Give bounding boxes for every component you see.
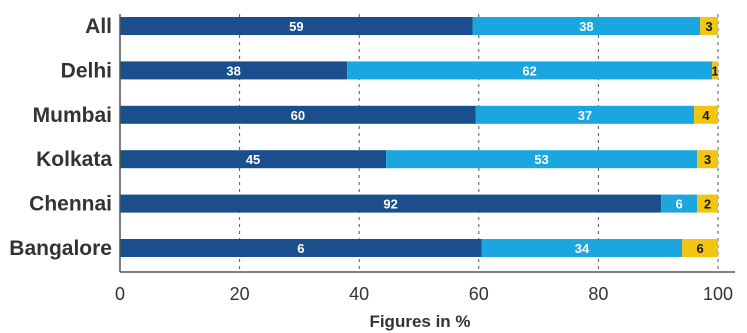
category-label: Mumbai bbox=[33, 104, 112, 127]
x-tick-labels: 0 20 40 60 80 100 bbox=[115, 284, 733, 304]
bar-segment bbox=[661, 194, 698, 213]
bar-segment bbox=[697, 194, 718, 213]
data-label: 3 bbox=[704, 152, 711, 167]
data-label: 1 bbox=[711, 63, 718, 78]
data-label: 6 bbox=[696, 241, 703, 256]
data-label: 6 bbox=[297, 241, 304, 256]
category-label: All bbox=[85, 15, 112, 38]
bar-segment bbox=[120, 239, 482, 257]
data-label: 92 bbox=[383, 197, 397, 212]
data-label: 38 bbox=[579, 19, 593, 34]
x-tick-label: 40 bbox=[349, 284, 369, 304]
bar-segment bbox=[120, 194, 662, 213]
bars: 59 38 338 62 160 37 445 53 392 6 26 34 6 bbox=[120, 17, 719, 257]
data-label: 60 bbox=[291, 108, 305, 123]
category-label: Kolkata bbox=[36, 148, 112, 171]
bar-segment bbox=[712, 61, 718, 80]
x-tick-label: 60 bbox=[469, 284, 489, 304]
bar-segment bbox=[120, 150, 387, 169]
bar-segment bbox=[120, 17, 473, 35]
data-label: 45 bbox=[246, 152, 260, 167]
bar-segment bbox=[694, 105, 718, 124]
bar-segment bbox=[481, 239, 683, 257]
data-label: 62 bbox=[522, 63, 536, 78]
data-label: 6 bbox=[676, 197, 683, 212]
grid-lines bbox=[239, 14, 719, 272]
data-label: 3 bbox=[705, 19, 712, 34]
x-axis-title: Figures in % bbox=[369, 312, 470, 331]
category-labels: All Delhi Mumbai Kolkata Chennai Bangalore bbox=[9, 15, 112, 260]
bar-segment bbox=[472, 17, 701, 35]
bar-segment bbox=[700, 17, 718, 35]
bar-segment bbox=[386, 150, 698, 169]
data-label: 2 bbox=[704, 197, 711, 212]
data-label: 53 bbox=[534, 152, 548, 167]
bar-segment bbox=[697, 150, 718, 169]
axes bbox=[119, 14, 735, 273]
bar-segment bbox=[347, 61, 713, 80]
x-tick-label: 20 bbox=[230, 284, 250, 304]
data-label: 34 bbox=[575, 241, 590, 256]
bar-segment bbox=[682, 239, 718, 257]
bar-segment bbox=[120, 105, 476, 124]
bar-segment bbox=[120, 61, 348, 80]
data-label: 4 bbox=[702, 108, 710, 123]
x-tick-label: 100 bbox=[703, 284, 733, 304]
x-tick-label: 80 bbox=[588, 284, 608, 304]
bar-segment bbox=[475, 105, 695, 124]
category-label: Bangalore bbox=[9, 237, 112, 260]
category-label: Delhi bbox=[61, 59, 112, 82]
data-label: 38 bbox=[226, 63, 240, 78]
data-label: 59 bbox=[289, 19, 303, 34]
data-label: 37 bbox=[578, 108, 592, 123]
x-tick-label: 0 bbox=[115, 284, 125, 304]
category-label: Chennai bbox=[29, 193, 112, 216]
